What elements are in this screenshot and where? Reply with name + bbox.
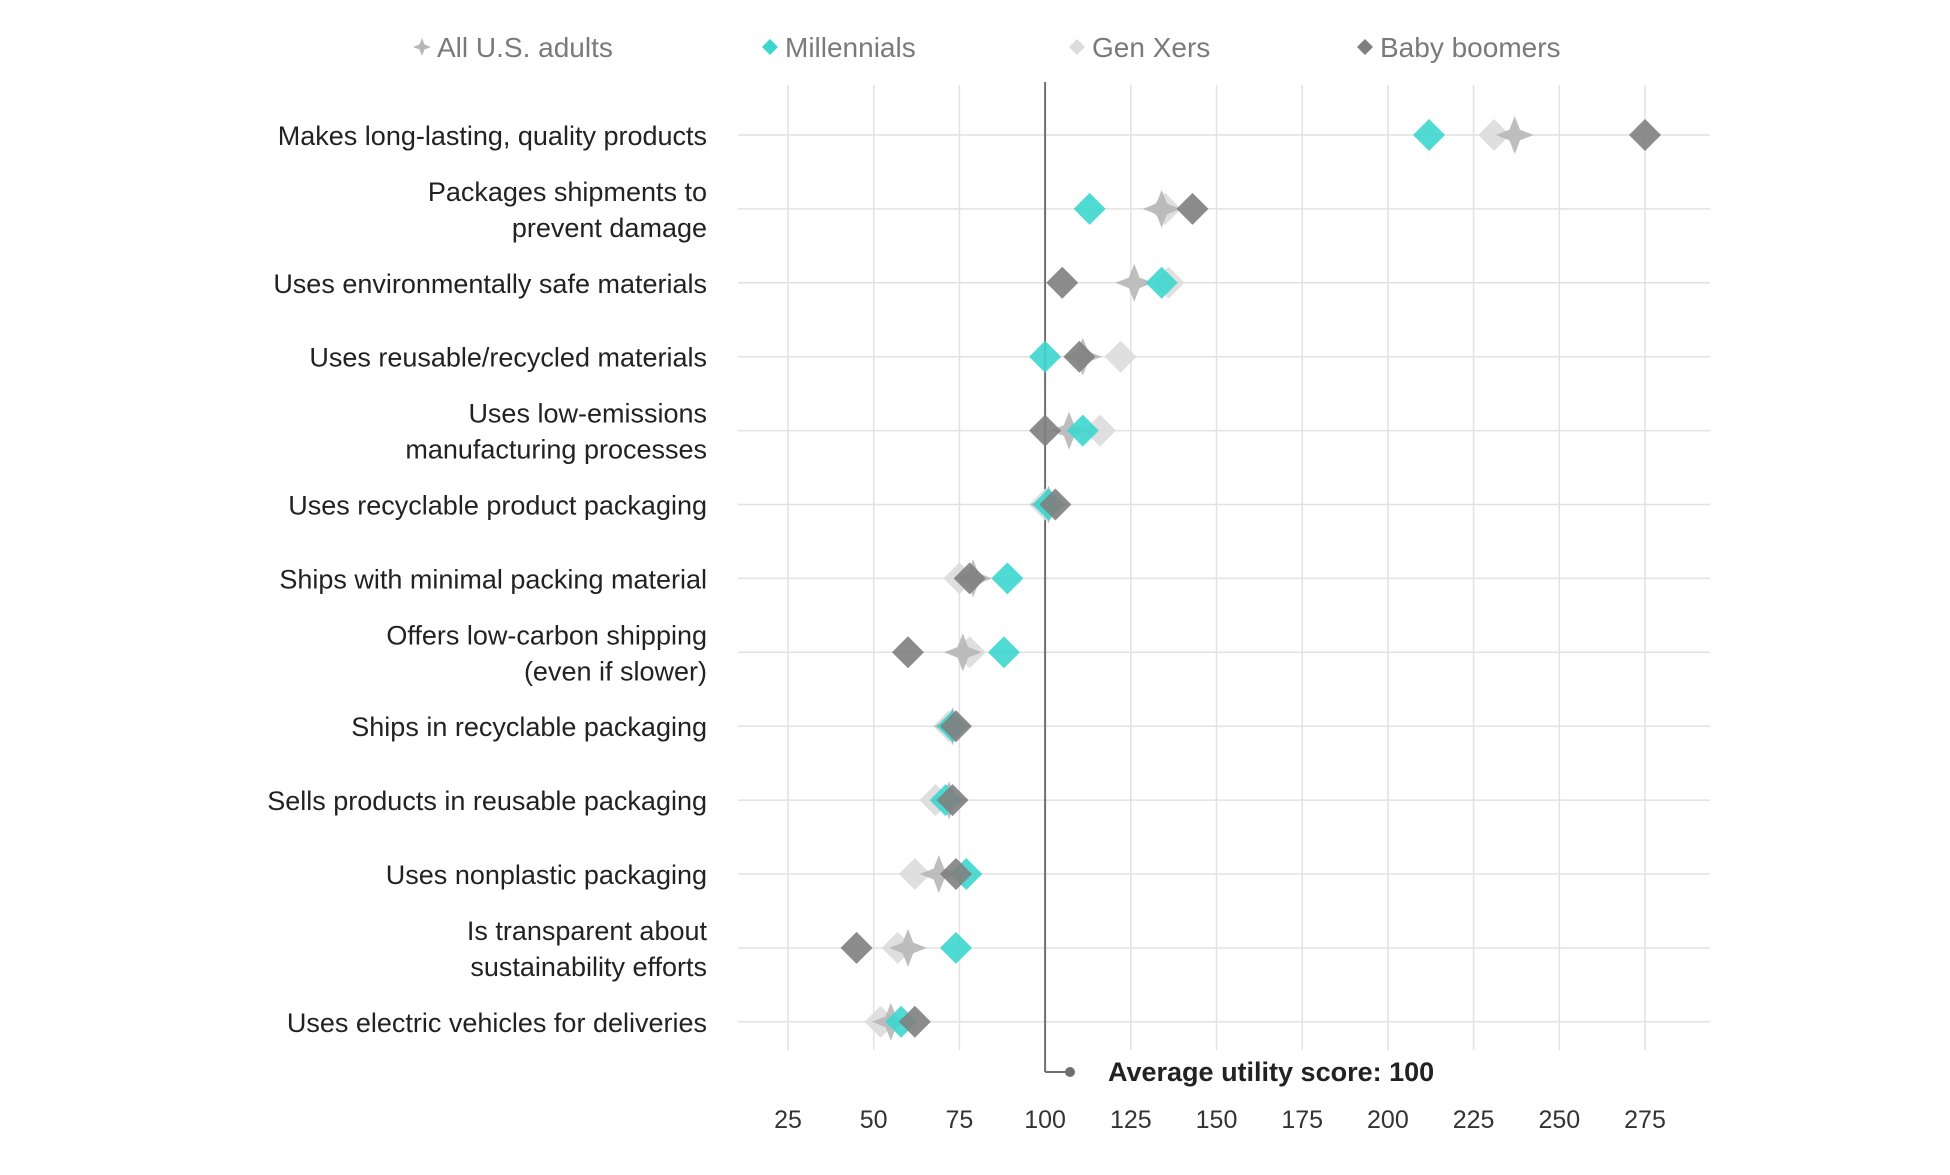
data-point-all-u-s-adults [943,633,982,672]
legend: All U.S. adults Millennials Gen Xers Baby b… [413,32,1561,63]
x-tick-label-50: 50 [860,1106,888,1134]
average-utility-annotation: Average utility score: 100 [1108,1057,1434,1087]
category-labels: Makes long-lasting, quality products Pack… [267,121,707,1038]
legend-marker-gen-xers [1069,39,1085,55]
legend-item-all-u-s-adults: All U.S. adults [413,32,613,63]
category-label: Uses environmentally safe materials [273,269,707,299]
x-tick-label-150: 150 [1196,1106,1238,1134]
x-tick-label-250: 250 [1538,1106,1580,1134]
data-points [840,116,1661,1041]
data-point-millennials [1145,266,1178,299]
data-point-baby-boomers [939,858,972,890]
data-point-baby-boomers [936,784,969,817]
data-point-millennials [991,562,1024,595]
data-point-millennials [1066,414,1099,447]
data-point-baby-boomers [1046,266,1079,299]
data-point-baby-boomers [840,931,873,964]
x-axis-ticks: 25 50 75 100 125 150 175 200 225 250 275 [774,1106,1666,1134]
category-label: Makes long-lasting, quality products [278,121,707,151]
data-point-millennials [987,636,1020,669]
legend-marker-all-u-s-adults [413,38,431,56]
category-label: Is transparent about sustainability effor… [467,916,708,982]
data-point-all-u-s-adults [1495,116,1534,154]
legend-label-all-u-s-adults: All U.S. adults [437,32,613,63]
data-point-millennials [1413,119,1446,151]
legend-item-millennials: Millennials [762,32,916,63]
grid-layer [738,85,1710,1050]
legend-label-gen-xers: Gen Xers [1092,32,1210,63]
data-point-baby-boomers [1629,119,1661,151]
data-point-baby-boomers [953,562,986,595]
data-point-all-u-s-adults [919,855,958,893]
reference-layer: Average utility score: 100 [1044,82,1434,1087]
category-label: Uses low-emissions manufacturing processe… [405,399,707,465]
data-point-millennials [939,931,972,964]
data-point-baby-boomers [1176,192,1209,225]
category-label: Uses reusable/recycled materials [309,343,707,373]
data-point-baby-boomers [891,636,924,669]
data-point-all-u-s-adults [1142,189,1181,228]
category-label: Packages shipments to prevent damage [428,177,707,243]
legend-marker-millennials [762,39,778,55]
category-label: Offers low-carbon shipping (even if slowe… [386,620,707,686]
category-label: Ships with minimal packing material [279,564,707,594]
data-point-millennials [1029,340,1062,373]
category-label: Ships in recyclable packaging [351,712,707,742]
category-label: Sells products in reusable packaging [267,786,707,816]
x-tick-label-100: 100 [1024,1106,1066,1134]
data-point-baby-boomers [1063,340,1096,373]
data-point-baby-boomers [898,1005,931,1038]
data-point-all-u-s-adults [888,928,927,967]
category-label: Uses nonplastic packaging [386,860,707,890]
legend-item-baby-boomers: Baby boomers [1357,32,1561,63]
x-tick-label-25: 25 [774,1106,802,1134]
data-point-baby-boomers [1029,414,1062,447]
x-tick-label-225: 225 [1453,1106,1495,1134]
data-point-baby-boomers [939,710,972,743]
category-label: Uses electric vehicles for deliveries [287,1008,707,1038]
legend-item-gen-xers: Gen Xers [1069,32,1210,63]
x-tick-label-275: 275 [1624,1106,1666,1134]
legend-label-baby-boomers: Baby boomers [1380,32,1561,63]
data-point-baby-boomers [1039,488,1072,521]
data-point-gen-xers [1104,340,1137,373]
data-point-gen-xers [898,858,931,890]
data-point-all-u-s-adults [1115,263,1154,302]
average-callout-dot [1065,1067,1075,1077]
data-point-gen-xers [1478,119,1511,151]
category-label: Uses recyclable product packaging [288,491,707,521]
legend-marker-baby-boomers [1357,39,1373,55]
data-point-millennials [1073,192,1106,225]
data-point-gen-xers [1083,414,1116,447]
legend-label-millennials: Millennials [785,32,916,63]
x-tick-label-125: 125 [1110,1106,1152,1134]
x-tick-label-200: 200 [1367,1106,1409,1134]
x-tick-label-175: 175 [1281,1106,1323,1134]
x-tick-label-75: 75 [945,1106,973,1134]
